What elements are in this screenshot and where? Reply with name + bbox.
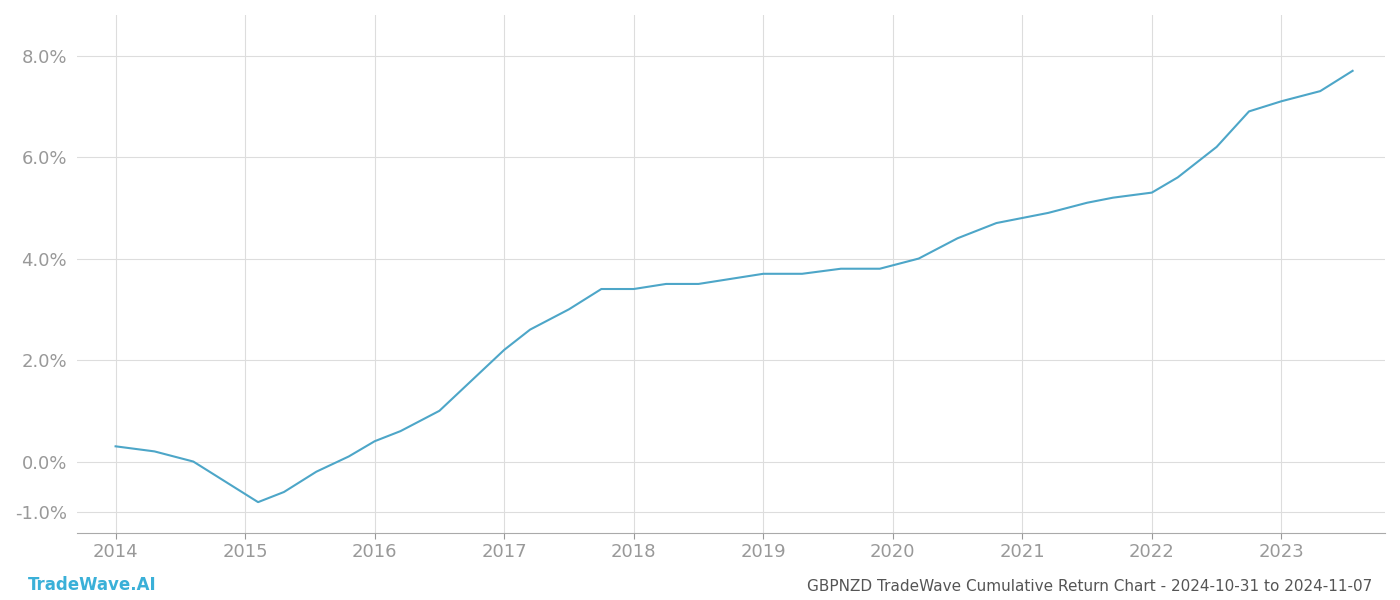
Text: GBPNZD TradeWave Cumulative Return Chart - 2024-10-31 to 2024-11-07: GBPNZD TradeWave Cumulative Return Chart… (806, 579, 1372, 594)
Text: TradeWave.AI: TradeWave.AI (28, 576, 157, 594)
